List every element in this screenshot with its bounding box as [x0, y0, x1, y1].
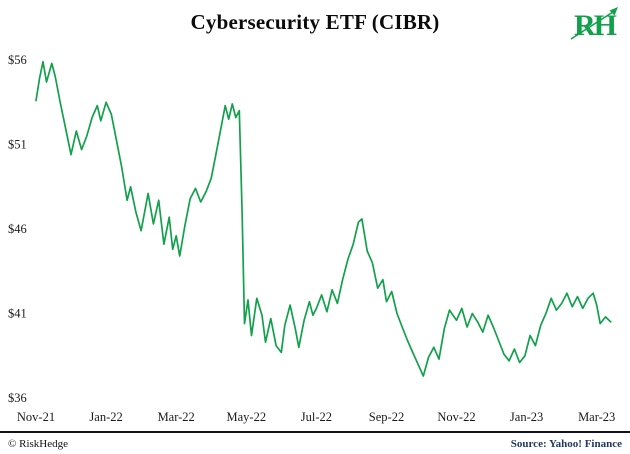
logo-arrow-line [570, 9, 617, 40]
x-tick-label: Mar-22 [158, 410, 195, 424]
x-tick-label: May-22 [227, 410, 267, 424]
x-tick-label: Sep-22 [369, 410, 404, 424]
y-tick-label: $51 [8, 138, 27, 152]
page-title: Cybersecurity ETF (CIBR) [190, 10, 440, 34]
logo-letters: RH [574, 9, 617, 42]
price-line [35, 60, 612, 377]
x-tick-label: Mar-23 [578, 410, 615, 424]
x-tick-label: Jan-22 [89, 410, 122, 424]
x-axis-labels: Nov-21 Jan-22 Mar-22 May-22 Jul-22 Sep-22 Nov-… [17, 410, 615, 424]
y-tick-label: $41 [8, 307, 27, 321]
y-axis-labels: $56 $51 $46 $41 $36 [8, 53, 27, 405]
x-tick-label: Jul-22 [301, 410, 332, 424]
header: Cybersecurity ETF (CIBR) RH [0, 0, 630, 46]
y-tick-label: $56 [8, 53, 27, 67]
footer: © RiskHedge Source: Yahoo! Finance [0, 431, 630, 454]
y-tick-label: $46 [8, 222, 27, 236]
price-chart: $56 $51 $46 $41 $36 Nov-21 Jan-22 Mar-22 May-22… [8, 53, 615, 424]
x-tick-label: Nov-22 [437, 410, 475, 424]
y-tick-label: $36 [8, 391, 27, 405]
logo-arrowhead-icon [609, 7, 618, 16]
riskhedge-logo: RH [570, 7, 619, 42]
x-tick-label: Jan-23 [510, 410, 543, 424]
source-text: Source: Yahoo! Finance [510, 437, 622, 450]
x-tick-label: Nov-21 [17, 410, 55, 424]
copyright-text: © RiskHedge [8, 437, 68, 450]
